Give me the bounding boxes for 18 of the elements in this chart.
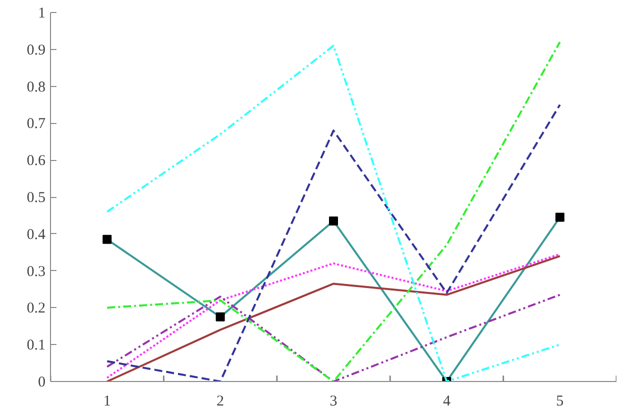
x-tick-label: 2 — [216, 394, 224, 410]
y-tick-label: 0.1 — [26, 338, 46, 354]
x-tick-label: 4 — [442, 394, 451, 410]
line-series — [106, 294, 561, 382]
y-tick-label: 0.4 — [26, 226, 46, 243]
y-tick-label: 0.6 — [26, 153, 46, 170]
y-tick-label: 0.3 — [26, 264, 46, 280]
y-tick-label: 0.2 — [26, 300, 46, 317]
line-series — [106, 104, 561, 382]
y-tick-label: 0.8 — [26, 79, 46, 96]
x-tick-label: 3 — [330, 394, 338, 410]
x-tick-label: 1 — [103, 394, 111, 410]
x-tick-label: 5 — [556, 394, 564, 410]
y-tick-label: 0.9 — [26, 42, 46, 58]
y-tick-label: 0 — [38, 374, 46, 390]
y-tick-label: 0.7 — [26, 116, 46, 132]
y-tick-label: 1 — [38, 6, 46, 22]
y-tick-label: 0.5 — [26, 190, 46, 206]
